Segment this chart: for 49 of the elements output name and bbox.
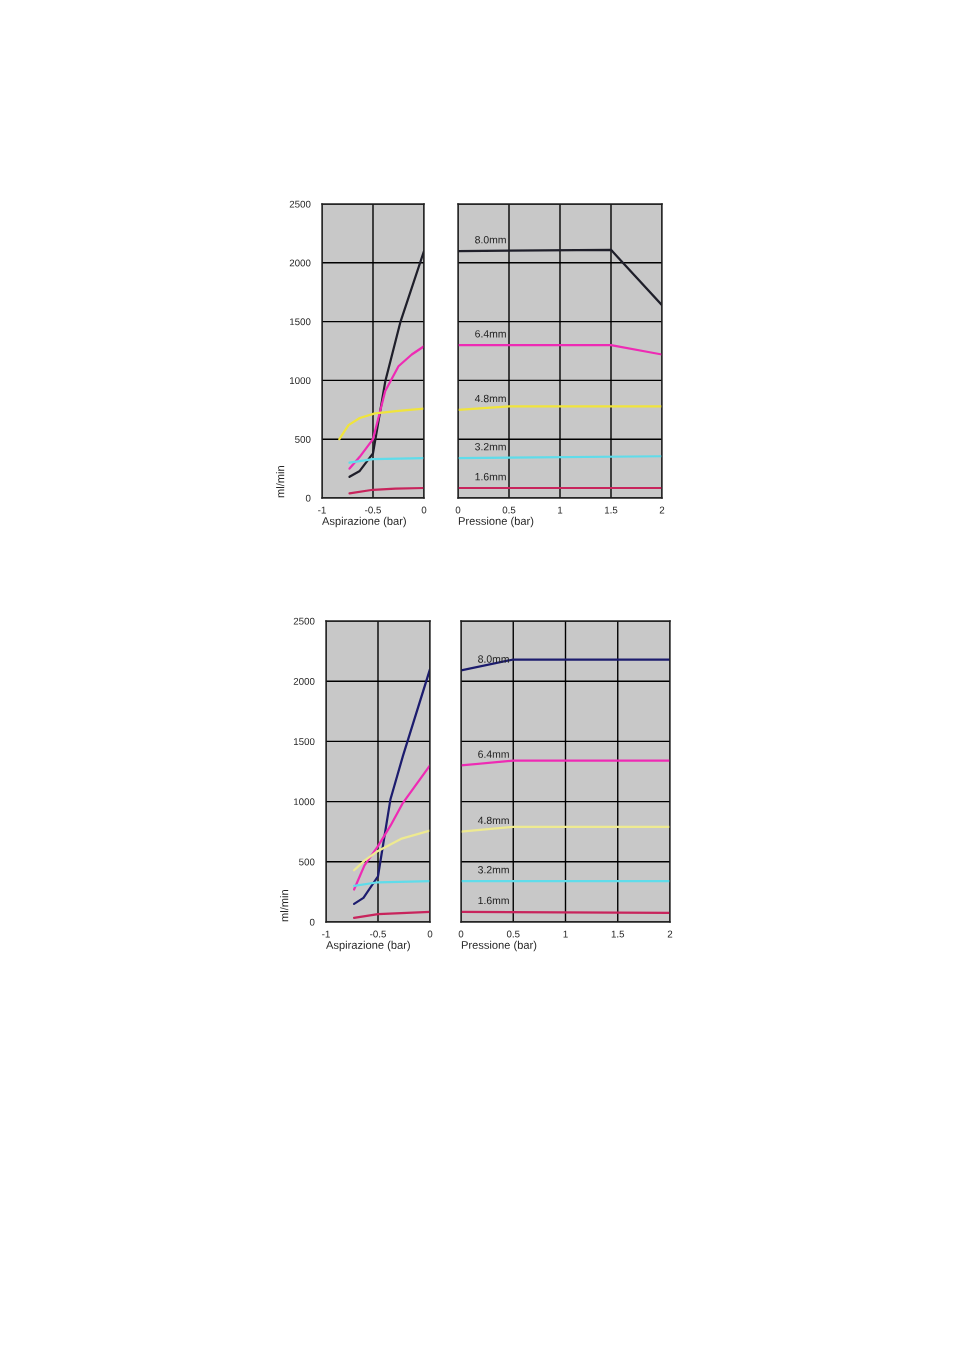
y-tick-label: 1500 bbox=[290, 318, 311, 326]
y-axis-title: ml/min bbox=[280, 890, 289, 922]
line-series bbox=[338, 407, 424, 441]
x-tick-label: -0.5 bbox=[365, 506, 381, 514]
x-axis-title: Aspirazione (bar) bbox=[322, 516, 406, 528]
x-tick-label: 2 bbox=[667, 930, 673, 938]
line-series bbox=[352, 829, 430, 872]
y-tick-label: 0 bbox=[305, 494, 311, 502]
x-tick-label: 0 bbox=[427, 930, 433, 938]
y-tick-label: 1000 bbox=[290, 377, 311, 385]
line-series bbox=[352, 764, 430, 891]
y-tick-label: 500 bbox=[299, 858, 315, 866]
x-tick-label: 0.5 bbox=[502, 506, 516, 514]
series-label: 1.6mm bbox=[478, 896, 509, 905]
x-tick-label: 0 bbox=[458, 930, 464, 938]
line-series bbox=[352, 668, 430, 906]
x-tick-label: 1.5 bbox=[604, 506, 618, 514]
y-tick-label: 2000 bbox=[289, 259, 311, 267]
x-tick-label: 0 bbox=[421, 506, 427, 514]
x-tick-label: 1 bbox=[558, 506, 563, 514]
x-tick-label: 1 bbox=[563, 930, 568, 938]
series-label: 8.0mm bbox=[475, 236, 506, 244]
x-axis-title: Pressione (bar) bbox=[458, 516, 534, 528]
x-tick-label: -1 bbox=[322, 930, 330, 938]
y-tick-label: 0 bbox=[309, 918, 315, 926]
x-axis-title: Pressione (bar) bbox=[461, 940, 537, 952]
y-axis-title: ml/min bbox=[276, 466, 285, 498]
y-tick-label: 1000 bbox=[294, 798, 315, 806]
series-label: 3.2mm bbox=[475, 443, 506, 451]
series-label: 6.4mm bbox=[475, 330, 506, 338]
series-label: 4.8mm bbox=[474, 394, 506, 403]
y-tick-label: 500 bbox=[295, 435, 311, 443]
x-axis-title: Aspirazione (bar) bbox=[326, 940, 410, 952]
series-label: 3.2mm bbox=[478, 866, 509, 874]
y-tick-label: 2500 bbox=[293, 617, 315, 625]
y-tick-label: 1500 bbox=[294, 738, 315, 746]
x-tick-label: 0 bbox=[455, 506, 461, 514]
x-tick-label: 0.5 bbox=[506, 930, 520, 938]
series-label: 4.8mm bbox=[477, 816, 509, 825]
series-label: 6.4mm bbox=[478, 750, 509, 758]
x-tick-label: -0.5 bbox=[370, 930, 386, 938]
series-label: 8.0mm bbox=[478, 655, 509, 663]
x-tick-label: -1 bbox=[318, 506, 326, 514]
y-tick-label: 2500 bbox=[289, 200, 311, 208]
series-label: 1.6mm bbox=[475, 473, 506, 481]
y-tick-label: 2000 bbox=[293, 677, 315, 685]
line-series bbox=[348, 345, 424, 470]
x-tick-label: 2 bbox=[659, 506, 665, 514]
x-tick-label: 1.5 bbox=[611, 930, 625, 938]
